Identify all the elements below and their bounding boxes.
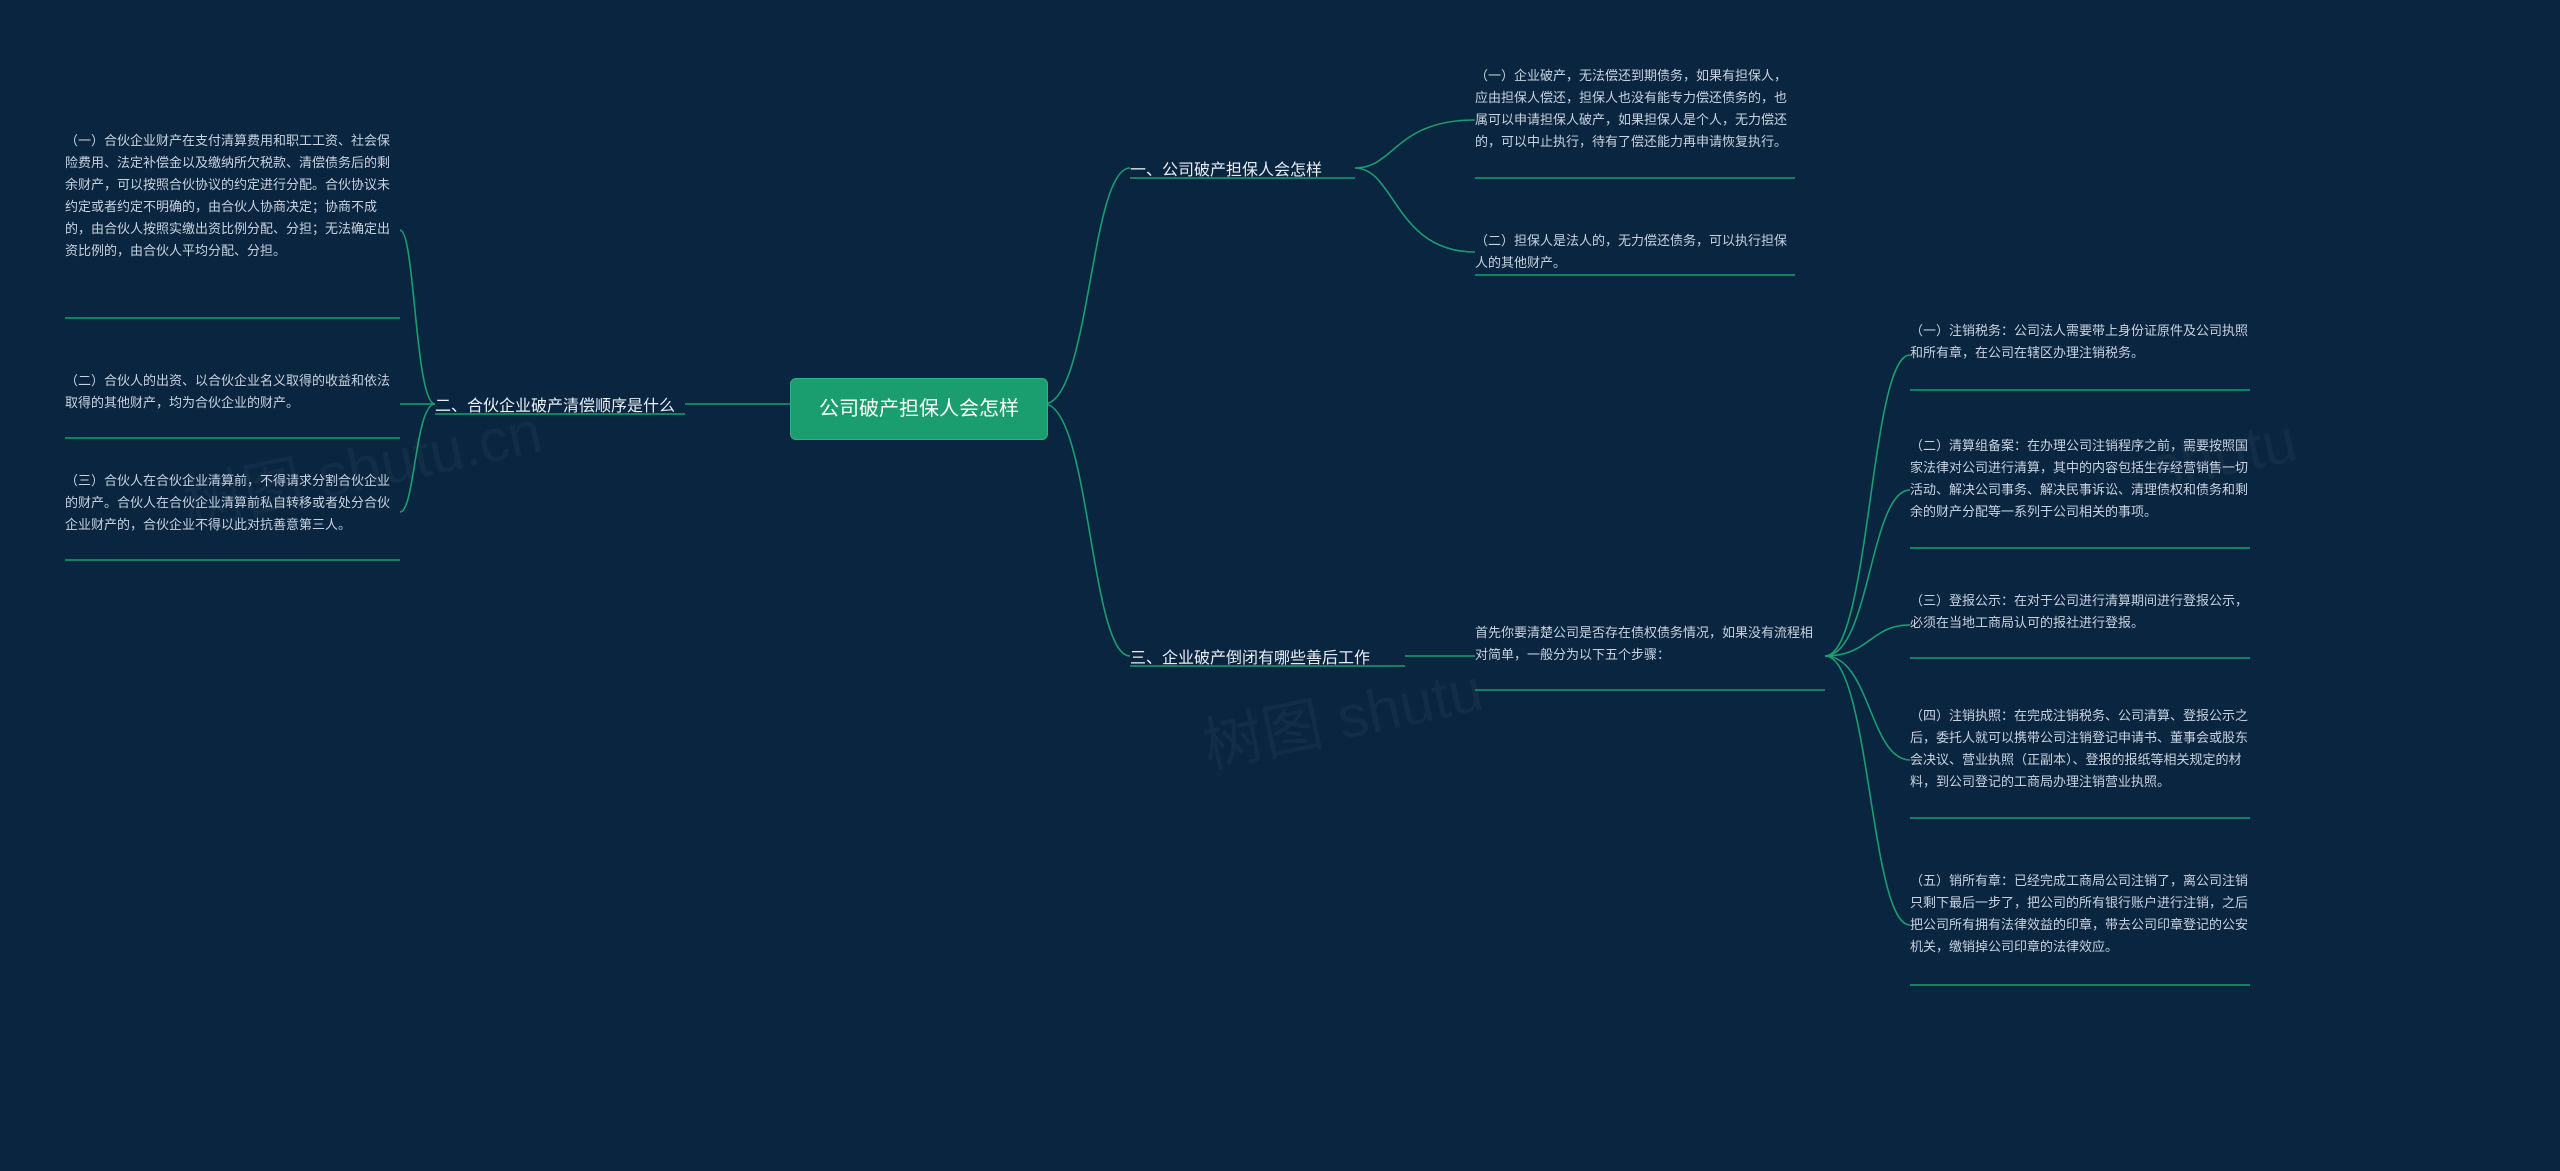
- leaf-b1-2: （二）担保人是法人的，无力偿还债务，可以执行担保人的其他财产。: [1475, 230, 1795, 274]
- leaf-b2-3: （三）合伙人在合伙企业清算前，不得请求分割合伙企业的财产。合伙人在合伙企业清算前…: [65, 470, 400, 536]
- leaf-b2-1: （一）合伙企业财产在支付清算费用和职工工资、社会保险费用、法定补偿金以及缴纳所欠…: [65, 130, 400, 263]
- branch-b2: 二、合伙企业破产清偿顺序是什么: [435, 394, 675, 420]
- leaf-b3-1: （一）注销税务：公司法人需要带上身份证原件及公司执照和所有章，在公司在辖区办理注…: [1910, 320, 2250, 364]
- leaf-b3-4: （四）注销执照：在完成注销税务、公司清算、登报公示之后，委托人就可以携带公司注销…: [1910, 705, 2250, 793]
- leaf-b2-2: （二）合伙人的出资、以合伙企业名义取得的收益和依法取得的其他财产，均为合伙企业的…: [65, 370, 400, 414]
- branch-b3: 三、企业破产倒闭有哪些善后工作: [1130, 646, 1370, 672]
- mindmap-root: 公司破产担保人会怎样: [790, 378, 1048, 440]
- leaf-b3-2: （二）清算组备案：在办理公司注销程序之前，需要按照国家法律对公司进行清算，其中的…: [1910, 435, 2250, 523]
- leaf-b1-1: （一）企业破产，无法偿还到期债务，如果有担保人，应由担保人偿还，担保人也没有能专…: [1475, 65, 1795, 153]
- leaf-b3-intro: 首先你要清楚公司是否存在债权债务情况，如果没有流程相对简单，一般分为以下五个步骤…: [1475, 622, 1815, 666]
- branch-b1: 一、公司破产担保人会怎样: [1130, 158, 1322, 184]
- leaf-b3-3: （三）登报公示：在对于公司进行清算期间进行登报公示，必须在当地工商局认可的报社进…: [1910, 590, 2250, 634]
- leaf-b3-5: （五）销所有章：已经完成工商局公司注销了，离公司注销只剩下最后一步了，把公司的所…: [1910, 870, 2250, 958]
